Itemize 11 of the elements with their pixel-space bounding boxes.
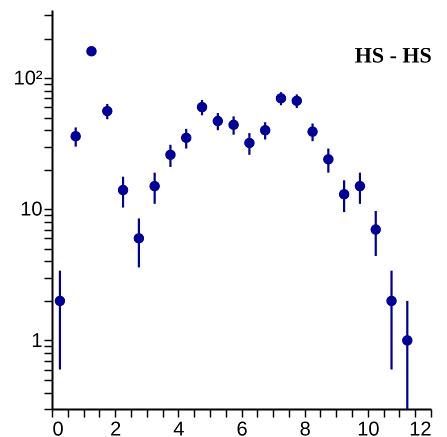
x-tick-label: 4 [173,418,184,437]
y-tick-label: 10 [20,198,42,221]
text: HS - HS [354,42,432,68]
x-tick-label: 12 [409,418,432,437]
x-tick-label: 0 [52,418,64,437]
y-tick-label: 10² [14,68,43,90]
x-tick-label: 10 [357,418,380,437]
x-tick-label: 8 [300,418,311,437]
x-tick-label: 6 [236,418,248,437]
x-tick-label: 2 [110,418,122,437]
y-tick-label: 1 [31,330,42,352]
